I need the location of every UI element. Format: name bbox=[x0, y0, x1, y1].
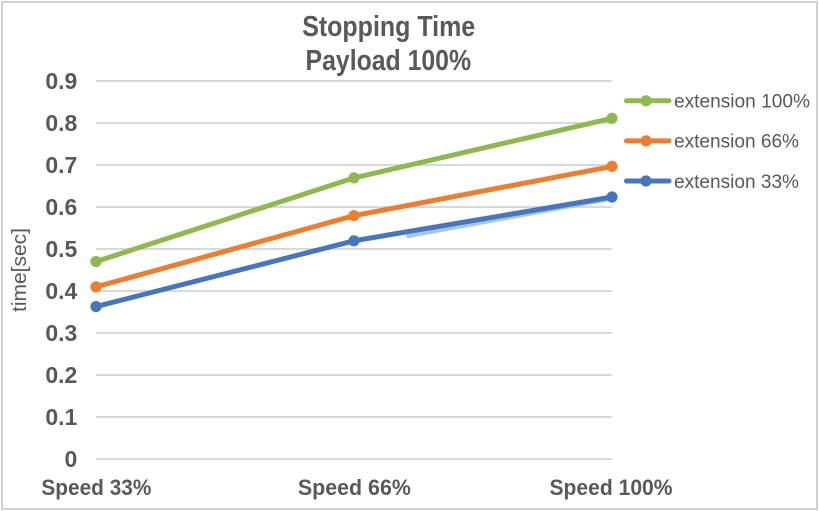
svg-text:0.7: 0.7 bbox=[45, 152, 77, 178]
svg-text:Stopping Time: Stopping Time bbox=[302, 11, 475, 43]
svg-text:0.5: 0.5 bbox=[45, 236, 77, 262]
svg-text:0.3: 0.3 bbox=[45, 320, 77, 346]
svg-text:Payload 100%: Payload 100% bbox=[306, 45, 472, 77]
svg-text:0.1: 0.1 bbox=[45, 404, 77, 430]
svg-text:extension 33%: extension 33% bbox=[674, 172, 799, 193]
svg-text:Speed 66%: Speed 66% bbox=[298, 475, 411, 500]
svg-text:Speed 33%: Speed 33% bbox=[41, 475, 151, 500]
svg-text:0.8: 0.8 bbox=[45, 110, 77, 136]
svg-text:0: 0 bbox=[65, 446, 78, 472]
svg-text:Speed 100%: Speed 100% bbox=[550, 475, 673, 500]
svg-text:0.4: 0.4 bbox=[45, 278, 77, 304]
svg-text:time[sec]: time[sec] bbox=[9, 228, 31, 312]
svg-text:0.6: 0.6 bbox=[45, 194, 77, 220]
svg-text:extension 66%: extension 66% bbox=[674, 132, 799, 153]
svg-text:0.9: 0.9 bbox=[45, 68, 77, 94]
svg-text:extension 100%: extension 100% bbox=[674, 92, 810, 113]
svg-text:0.2: 0.2 bbox=[45, 362, 77, 388]
